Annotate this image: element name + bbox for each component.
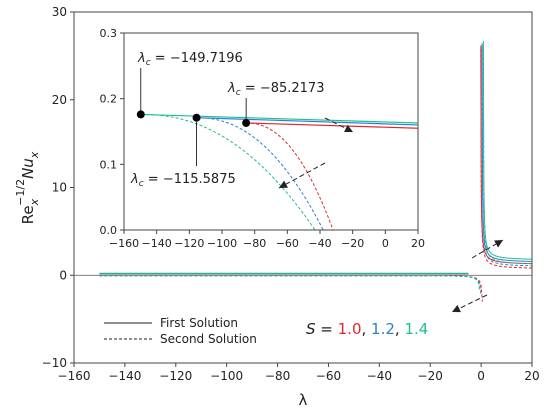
inset-second-solution bbox=[196, 117, 324, 231]
x-tick-label: −80 bbox=[265, 369, 290, 383]
first-solution-positive-branch bbox=[481, 43, 532, 262]
trend-arrow bbox=[471, 239, 504, 259]
second-solution-negative-branch bbox=[99, 275, 481, 292]
main-plot: −160 −140 −120 −100 −80 −60 −40 −20 0 20−10010203… bbox=[14, 5, 540, 409]
first-solution-positive-branch bbox=[480, 45, 532, 265]
y-tick-label: 30 bbox=[52, 5, 67, 19]
inset-first-solution bbox=[196, 117, 419, 126]
x-tick-label: −40 bbox=[367, 369, 392, 383]
critical-point-marker bbox=[192, 113, 201, 122]
inset-x-tick-label: −80 bbox=[243, 237, 266, 250]
x-tick-label: 0 bbox=[477, 369, 485, 383]
trend-arrowhead bbox=[279, 180, 288, 188]
inset-second-solution bbox=[246, 122, 334, 231]
inset-plot: −160 −140 −120 −100 −80 −60 −40 −20 0 20 0.0 0.1 0.2… bbox=[100, 27, 426, 250]
critical-point-label: λc = −115.5875 bbox=[130, 172, 236, 189]
s-parameter-legend: S = 1.0, 1.2, 1.4 bbox=[306, 320, 428, 338]
y-tick-label: 20 bbox=[52, 93, 67, 107]
second-solution-positive-branch bbox=[480, 49, 532, 269]
inset-first-solution bbox=[140, 113, 419, 124]
critical-point-marker bbox=[136, 110, 145, 119]
critical-point-label: λc = −149.7196 bbox=[137, 51, 243, 68]
inset-x-tick-label: 0 bbox=[382, 237, 389, 250]
x-tick-label: −140 bbox=[108, 369, 141, 383]
critical-point-label: λc = −85.2173 bbox=[227, 81, 324, 98]
inset-x-tick-label: −20 bbox=[341, 237, 364, 250]
x-tick-label: −20 bbox=[418, 369, 443, 383]
inset-x-tick-label: −60 bbox=[276, 237, 299, 250]
second-solution-negative-branch bbox=[99, 275, 483, 302]
inset-y-tick-label: 0.1 bbox=[100, 158, 118, 171]
trend-arrowhead bbox=[494, 240, 503, 248]
inset-first-solution bbox=[246, 122, 419, 129]
inset-x-tick-label: −100 bbox=[207, 237, 237, 250]
inset-y-tick-label: 0.0 bbox=[100, 224, 118, 237]
y-axis-label: Rex−1/2Nux bbox=[14, 151, 41, 224]
x-axis-label: λ bbox=[299, 391, 308, 409]
inset-x-tick-label: −160 bbox=[109, 237, 139, 250]
first-solution-positive-branch bbox=[482, 40, 532, 260]
x-tick-label: 20 bbox=[524, 369, 539, 383]
x-tick-label: −120 bbox=[159, 369, 192, 383]
legend-second-solution: Second Solution bbox=[160, 332, 257, 346]
inset-y-tick-label: 0.2 bbox=[100, 93, 118, 106]
inset-second-solution bbox=[140, 113, 316, 231]
x-tick-label: −160 bbox=[58, 369, 91, 383]
inset-frame bbox=[123, 32, 419, 231]
second-solution-positive-branch bbox=[482, 45, 532, 265]
second-solution-negative-branch bbox=[99, 275, 482, 296]
legend: First Solution Second Solution S = 1.0, 1.… bbox=[104, 316, 428, 346]
trend-arrow bbox=[278, 162, 326, 189]
x-tick-label: −60 bbox=[316, 369, 341, 383]
inset-x-tick-label: −120 bbox=[174, 237, 204, 250]
y-tick-label: 0 bbox=[59, 268, 67, 282]
inset-x-tick-label: 20 bbox=[411, 237, 425, 250]
y-tick-label: −10 bbox=[42, 356, 67, 370]
legend-first-solution: First Solution bbox=[160, 316, 238, 330]
inset-x-tick-label: −40 bbox=[308, 237, 331, 250]
x-tick-label: −100 bbox=[210, 369, 243, 383]
inset-x-tick-label: −140 bbox=[142, 237, 172, 250]
y-tick-label: 10 bbox=[52, 181, 67, 195]
trend-arrowhead bbox=[344, 124, 353, 132]
inset-y-tick-label: 0.3 bbox=[100, 27, 118, 40]
trend-arrowhead bbox=[452, 304, 461, 313]
critical-point-marker bbox=[242, 118, 251, 127]
second-solution-positive-branch bbox=[481, 47, 532, 267]
